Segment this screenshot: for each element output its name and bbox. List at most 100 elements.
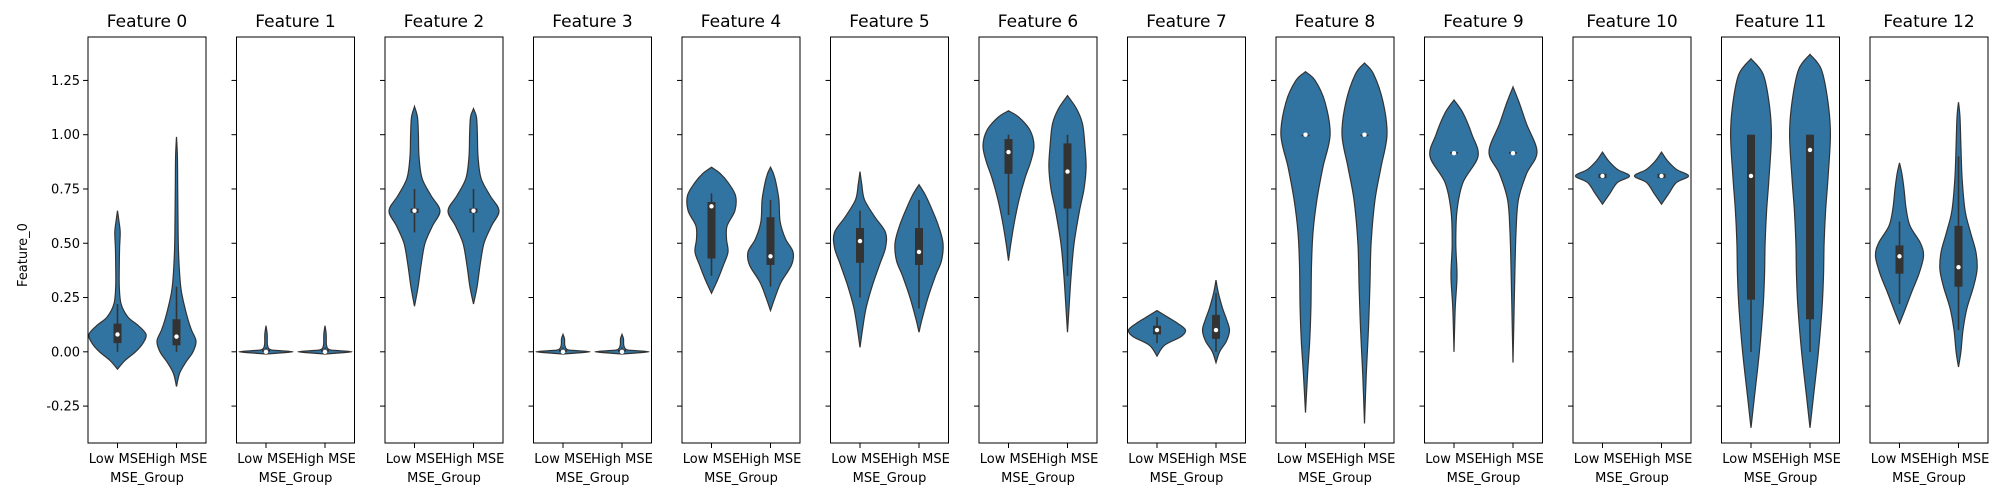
panel-title: Feature 3	[552, 12, 632, 32]
violin-body	[1488, 85, 1538, 363]
x-tick-label: High MSE	[1334, 452, 1396, 467]
x-tick-label: High MSE	[146, 452, 208, 467]
panel-7: Feature 7 Low MSE High MSE MSE_Group	[1122, 12, 1247, 486]
y-tick-label: 0.25	[51, 291, 80, 306]
y-tick-label: 1.25	[51, 74, 80, 89]
violin-body	[1280, 70, 1331, 413]
panel-frame	[830, 36, 949, 444]
x-tick-label: Low MSE	[237, 452, 294, 467]
panel-title: Feature 0	[107, 12, 187, 32]
x-axis-label: MSE_Group	[1001, 471, 1075, 486]
x-tick-label: Low MSE	[1574, 452, 1631, 467]
violin-median	[412, 208, 417, 213]
violin-median	[1303, 132, 1308, 137]
panel-title: Feature 10	[1586, 12, 1677, 32]
violin-body	[156, 136, 197, 387]
violin-median	[1659, 173, 1664, 179]
violin-iqr-box	[1004, 139, 1013, 174]
panel-frame	[384, 36, 504, 444]
violin-body	[88, 210, 147, 371]
violin-body	[1341, 62, 1388, 424]
x-tick-label: High MSE	[1037, 452, 1099, 467]
violin-iqr-box	[1954, 225, 1963, 287]
panel-title: Feature 4	[701, 12, 781, 32]
panel-1: Feature 1 Low MSE High MSE MSE_Group	[231, 12, 356, 486]
x-tick-label: High MSE	[1631, 452, 1693, 467]
y-tick-label: 0.00	[51, 345, 80, 360]
y-tick-label: 0.75	[51, 182, 80, 197]
x-tick-label: Low MSE	[831, 452, 888, 467]
x-tick-label: High MSE	[1779, 452, 1841, 467]
x-axis-label: MSE_Group	[1744, 471, 1818, 486]
violin-median	[916, 249, 922, 255]
violin-iqr-box	[1212, 314, 1220, 339]
y-tick-label: 0.50	[51, 237, 80, 252]
panel-frame	[1572, 36, 1692, 444]
violin-median	[1600, 173, 1605, 179]
panel-frame	[1721, 36, 1840, 444]
panel-frame	[533, 36, 652, 444]
x-tick-label: Low MSE	[683, 452, 740, 467]
x-axis-label: MSE_Group	[1595, 471, 1669, 486]
x-axis-label: MSE_Group	[1150, 471, 1224, 486]
y-axis-label: Feature_0	[16, 223, 31, 287]
x-tick-label: High MSE	[443, 452, 505, 467]
x-axis-label: MSE_Group	[1892, 471, 1966, 486]
x-axis-label: MSE_Group	[1298, 471, 1372, 486]
violin-iqr-box	[1063, 143, 1072, 209]
x-tick-label: High MSE	[294, 452, 356, 467]
violin-median	[263, 349, 269, 355]
violin-median	[322, 349, 328, 355]
y-tick-label: 1.00	[51, 128, 80, 143]
violin-body	[535, 332, 591, 355]
x-tick-label: Low MSE	[534, 452, 591, 467]
x-tick-label: High MSE	[1928, 452, 1990, 467]
panel-title: Feature 7	[1146, 12, 1226, 32]
violin-body	[1429, 98, 1479, 352]
violin-median	[1807, 147, 1813, 153]
panel-2: Feature 2 Low MSE High MSE MSE_Group	[380, 12, 504, 486]
panel-frame	[1869, 36, 1989, 444]
panel-frame	[978, 36, 1098, 444]
panel-title: Feature 2	[404, 12, 484, 32]
x-tick-label: Low MSE	[1722, 452, 1779, 467]
violin-iqr-box	[766, 217, 775, 265]
panel-title: Feature 5	[849, 12, 929, 32]
x-tick-label: High MSE	[740, 452, 802, 467]
violin-median	[619, 349, 625, 355]
violin-median	[1897, 254, 1902, 259]
panel-frame	[236, 36, 355, 444]
violin-median	[1006, 149, 1011, 155]
panel-6: Feature 6 Low MSE High MSE MSE_Group	[974, 12, 1098, 486]
panel-8: Feature 8 Low MSE High MSE MSE_Group	[1271, 12, 1395, 486]
panels-group: Feature 0 -0.25 0.00 0.25 0.50 0.75 1.00 1.25 Lo…	[46, 12, 1989, 486]
panel-9: Feature 9 Low MSE High MSE MSE_Group	[1419, 12, 1544, 486]
panel-4: Feature 4 Low MSE High MSE MSE_Group	[677, 12, 801, 486]
violin-median	[1065, 169, 1070, 174]
panel-frame	[1275, 36, 1395, 444]
x-tick-label: Low MSE	[89, 452, 146, 467]
violin-body	[297, 325, 353, 355]
violin-median	[1510, 150, 1516, 156]
x-tick-label: Low MSE	[386, 452, 443, 467]
violin-iqr-box	[172, 319, 181, 346]
x-tick-label: Low MSE	[980, 452, 1037, 467]
violin-median	[115, 332, 120, 337]
violin-median	[857, 238, 863, 244]
panel-3: Feature 3 Low MSE High MSE MSE_Group	[528, 12, 653, 486]
violin-iqr-box	[1747, 134, 1755, 300]
x-tick-label: Low MSE	[1871, 452, 1928, 467]
x-tick-label: Low MSE	[1277, 452, 1334, 467]
x-axis-label: MSE_Group	[853, 471, 927, 486]
violin-iqr-box	[1895, 245, 1904, 274]
x-axis-label: MSE_Group	[407, 471, 481, 486]
violin-body	[594, 332, 650, 355]
violin-median	[560, 349, 566, 355]
x-axis-label: MSE_Group	[110, 471, 184, 486]
panel-title: Feature 12	[1883, 12, 1974, 32]
violin-median	[768, 254, 773, 259]
panel-title: Feature 9	[1443, 12, 1523, 32]
violin-median	[174, 334, 179, 339]
violin-median	[709, 204, 714, 209]
